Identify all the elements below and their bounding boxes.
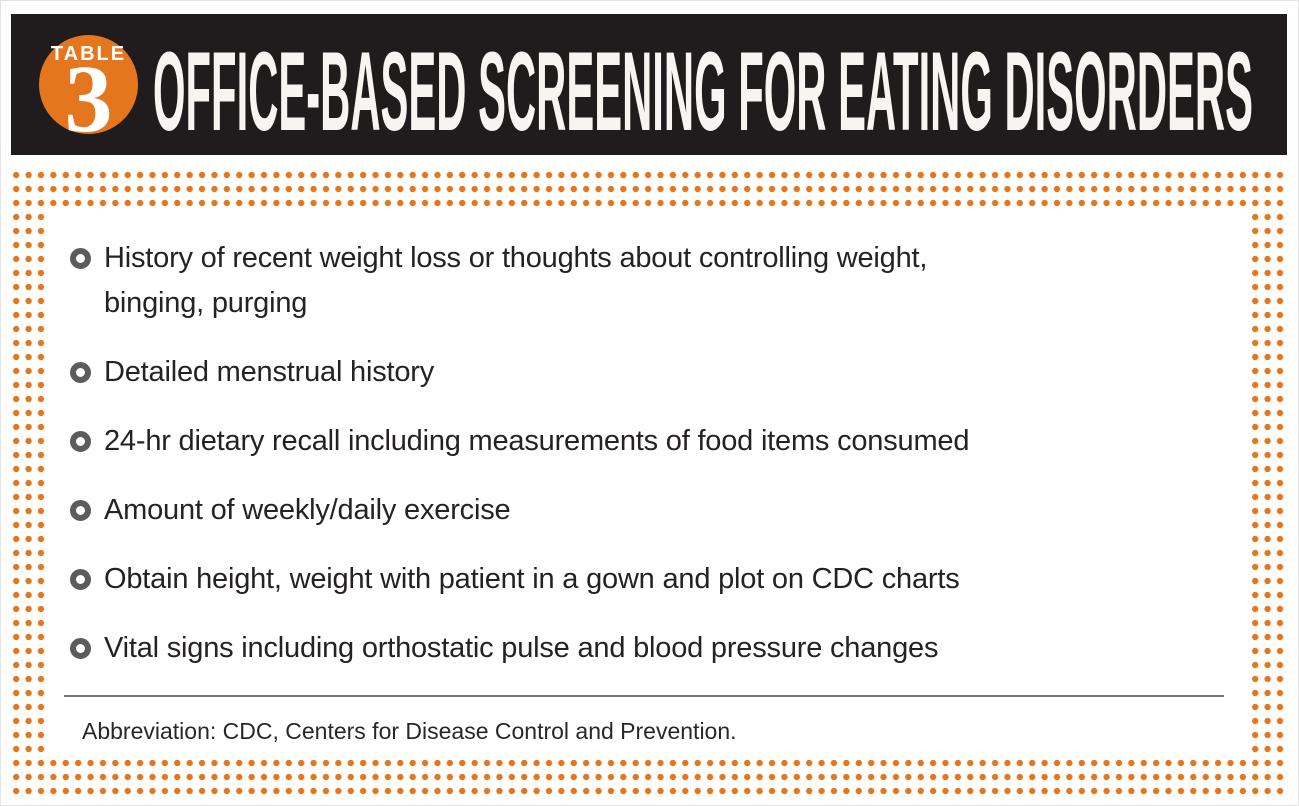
bullet-icon — [70, 638, 91, 659]
list-item: 24-hr dietary recall including measureme… — [70, 419, 1239, 464]
title-graphic: OFFICE-BASED SCREENING FOR EATING DISORD… — [153, 29, 1253, 154]
table-badge-label: TABLE — [50, 43, 127, 65]
bullet-icon — [70, 362, 91, 383]
list-item-text: History of recent weight loss or thought… — [104, 242, 928, 319]
list-item: Detailed menstrual history — [70, 350, 1239, 395]
table-number-badge: TABLE 3 — [39, 35, 138, 152]
page-title: OFFICE-BASED SCREENING FOR EATING DISORD… — [153, 29, 1253, 154]
bullet-icon — [70, 431, 91, 452]
dotted-border-right — [1249, 210, 1287, 756]
dotted-border-left — [10, 210, 48, 756]
dotted-frame: History of recent weight loss or thought… — [10, 168, 1287, 798]
list-item: Amount of weekly/daily exercise — [70, 488, 1239, 533]
abbreviation-footnote: Abbreviation: CDC, Centers for Disease C… — [82, 718, 737, 744]
list-item-text: Detailed menstrual history — [104, 356, 435, 388]
list-item: Vital signs including orthostatic pulse … — [70, 626, 1239, 671]
footnote-divider — [64, 695, 1224, 697]
dotted-border-top — [10, 168, 1287, 210]
table-content: History of recent weight loss or thought… — [48, 210, 1249, 756]
table-badge-number: 3 — [64, 45, 113, 152]
bullet-icon — [70, 500, 91, 521]
screening-list: History of recent weight loss or thought… — [70, 236, 1239, 671]
list-item-text: Vital signs including orthostatic pulse … — [104, 632, 939, 664]
dotted-border-bottom — [10, 756, 1287, 798]
list-item: History of recent weight loss or thought… — [70, 236, 1239, 326]
bullet-icon — [70, 569, 91, 590]
bullet-icon — [70, 248, 91, 269]
table-header-bar: TABLE 3 OFFICE-BASED SCREENING FOR EATIN… — [11, 14, 1287, 155]
list-item: Obtain height, weight with patient in a … — [70, 557, 1239, 602]
list-item-text: Amount of weekly/daily exercise — [104, 494, 511, 526]
list-item-text: Obtain height, weight with patient in a … — [104, 563, 960, 595]
list-item-text: 24-hr dietary recall including measureme… — [104, 425, 970, 457]
